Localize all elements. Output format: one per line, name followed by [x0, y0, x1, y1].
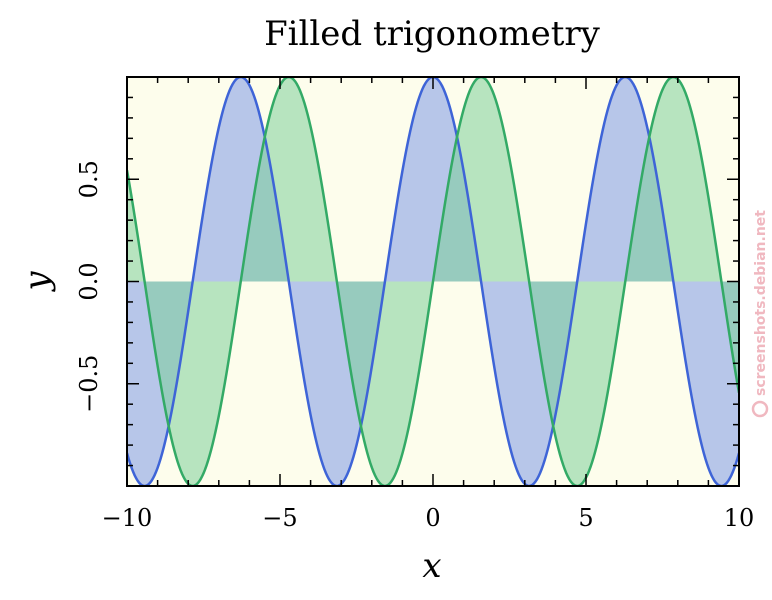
series-2-line [127, 77, 739, 486]
debian-swirl-icon [751, 400, 769, 418]
chart-title: Filled trigonometry [264, 14, 601, 54]
y-tick-label: 0.5 [75, 160, 103, 198]
x-axis-label: x [422, 546, 441, 586]
x-tick-label: 5 [578, 504, 593, 532]
series-layer [127, 77, 739, 486]
series-1-line [127, 77, 739, 486]
y-tick-label: −0.5 [75, 355, 103, 413]
plot-frame [126, 76, 740, 487]
y-axis-label: y [17, 271, 57, 293]
tick-labels: −10 −5 0 5 10 −0.5 0.0 0.5 [75, 160, 754, 532]
watermark-text: screenshots.debian.net [753, 210, 769, 396]
y-tick-label: 0.0 [75, 262, 103, 300]
x-tick-label: 0 [425, 504, 440, 532]
x-tick-label: −10 [102, 504, 153, 532]
x-tick-label: −5 [262, 504, 297, 532]
watermark: screenshots.debian.net [751, 210, 769, 418]
x-tick-label: 10 [724, 504, 755, 532]
